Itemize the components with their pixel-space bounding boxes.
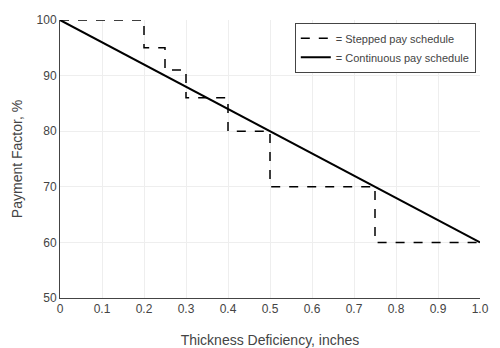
svg-text:0.6: 0.6 [304,302,321,316]
svg-text:0.4: 0.4 [220,302,237,316]
svg-text:0.8: 0.8 [388,302,405,316]
svg-text:60: 60 [43,236,57,250]
svg-text:Payment Factor, %: Payment Factor, % [9,100,25,218]
svg-text:0.7: 0.7 [346,302,363,316]
svg-text:0: 0 [57,302,64,316]
svg-text:50: 50 [43,291,57,305]
svg-text:0.9: 0.9 [430,302,447,316]
svg-text:= Stepped pay schedule: = Stepped pay schedule [336,33,454,45]
svg-text:70: 70 [43,180,57,194]
svg-text:0.1: 0.1 [94,302,111,316]
svg-text:90: 90 [43,69,57,83]
svg-text:100: 100 [37,13,57,27]
svg-text:Thickness Deficiency, inches: Thickness Deficiency, inches [181,332,360,348]
svg-text:1.0: 1.0 [472,302,489,316]
svg-text:0.3: 0.3 [178,302,195,316]
svg-text:= Continuous pay schedule: = Continuous pay schedule [336,52,469,64]
svg-text:80: 80 [43,124,57,138]
svg-text:0.5: 0.5 [262,302,279,316]
svg-text:0.2: 0.2 [136,302,153,316]
